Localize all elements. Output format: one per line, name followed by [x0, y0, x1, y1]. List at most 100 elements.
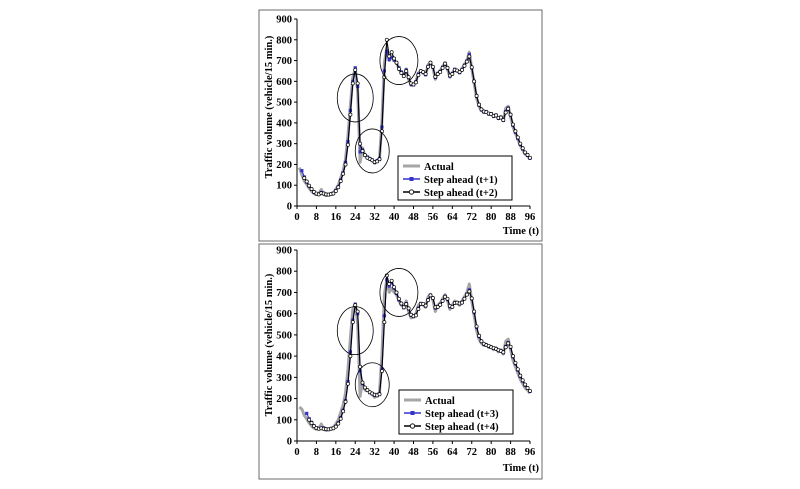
bottom-y-tick-label: 200 [276, 394, 292, 405]
top-series-1-point [387, 57, 391, 62]
top-x-tick-label: 16 [331, 212, 342, 223]
bottom-y-tick-label: 600 [276, 309, 292, 320]
top-x-tick-label: 48 [408, 212, 419, 223]
bottom-series-2-point [430, 296, 435, 300]
top-y-tick-label: 900 [276, 15, 292, 26]
bottom-series-2-point [438, 302, 443, 307]
top-y-tick-label: 800 [276, 35, 292, 46]
top-series-2-point [426, 64, 431, 69]
bottom-series-2-point [336, 421, 341, 426]
bottom-series-2-point [416, 307, 421, 311]
top-series-2-point [528, 155, 532, 160]
bottom-annotation-circle [354, 362, 390, 408]
top-series-1-point [385, 49, 389, 53]
top-plot-area: 0 100 200 300 400 500 600 700 800 900 0 8 16 24 32 40 48… [276, 15, 535, 224]
top-series-2-point [440, 65, 445, 70]
bottom-chart-panel: Traffic volume (vehicle/15 min.) Time (t… [258, 243, 543, 480]
top-x-tick-label: 0 [294, 212, 299, 223]
top-series-2-point [350, 81, 355, 86]
bottom-series-2-point [423, 303, 428, 308]
bottom-series-2-point [392, 285, 397, 290]
bottom-x-tick-label: 16 [331, 447, 342, 458]
top-x-axis-label: Time (t) [503, 226, 540, 237]
top-annotation-circle [336, 73, 374, 123]
top-series-2-point [396, 66, 401, 71]
top-series-2-point [416, 73, 421, 78]
top-series-2-point [498, 115, 503, 120]
top-annotation-circle [379, 36, 419, 85]
top-series-2-point [501, 118, 506, 122]
top-series-2-point [394, 60, 399, 65]
bottom-series-2-point [474, 324, 479, 329]
bottom-series-2-point [518, 373, 523, 378]
top-series-2-point [341, 171, 346, 176]
top-series-2-point [421, 70, 426, 74]
bottom-series-2-point [413, 313, 418, 318]
bottom-series-2-point [343, 399, 348, 404]
top-series-2-point [518, 141, 523, 146]
top-x-tick-label: 80 [486, 212, 497, 223]
bottom-y-tick-label: 0 [287, 437, 292, 448]
top-series-2-point [503, 110, 508, 115]
bottom-series-2-point [528, 388, 532, 393]
bottom-series-1-point [390, 281, 394, 285]
top-series-2-point [346, 142, 350, 147]
bottom-series-1-point [387, 284, 391, 288]
bottom-x-tick-label: 32 [369, 447, 380, 458]
bottom-series-2-point [469, 296, 474, 301]
bottom-series-2-point [396, 296, 401, 301]
top-series-2-point [508, 112, 513, 117]
bottom-y-tick-label: 800 [276, 267, 292, 278]
bottom-x-tick-label: 72 [467, 447, 478, 458]
bottom-series-2-point [309, 421, 314, 425]
top-series-2-point [467, 54, 472, 59]
top-annotation-circle [354, 128, 390, 174]
bottom-series-2-point [404, 302, 409, 307]
bottom-series-2-point [307, 417, 312, 422]
bottom-series-2-point [358, 364, 363, 369]
bottom-series-2-point [515, 367, 520, 372]
top-series-2-point [464, 59, 469, 64]
top-series-2-point [404, 68, 409, 73]
top-series-2-point [401, 74, 406, 79]
bottom-series-2-point [394, 290, 399, 295]
top-series-2-point [333, 189, 338, 193]
top-y-tick-label: 100 [276, 181, 292, 192]
top-series-2-point [413, 80, 418, 85]
top-series-2-point [462, 63, 467, 68]
top-series-2-point [435, 72, 440, 77]
top-y-tick-label: 600 [276, 77, 292, 88]
top-series-2-point [375, 159, 380, 164]
top-legend-t2-label: Step ahead (t+2) [424, 188, 498, 199]
top-series-2-point [355, 81, 360, 86]
bottom-x-tick-label: 88 [505, 447, 516, 458]
bottom-legend-actual-label: Actual [425, 396, 455, 407]
bottom-y-tick-label: 700 [276, 288, 292, 299]
top-chart-panel: Traffic volume (vehicle/15 min.) Time (t… [258, 9, 543, 242]
top-series-2-point [307, 183, 312, 188]
bottom-series-2-point [401, 305, 406, 310]
top-series-2-point [472, 79, 477, 84]
top-series-2-point [348, 112, 353, 117]
bottom-series-2-point [382, 320, 387, 325]
bottom-chart-frame [258, 243, 543, 480]
top-series-2-point [338, 179, 343, 184]
bottom-series-2-point [479, 339, 484, 344]
top-series-2-point [331, 191, 336, 196]
top-series-1-point [353, 66, 357, 70]
top-series-2-point [302, 175, 307, 180]
top-y-axis-label: Traffic volume (vehicle/15 min.) [264, 35, 275, 178]
top-series-1-point [467, 52, 471, 56]
top-y-tick-label: 0 [287, 202, 292, 213]
bottom-series-2-point [341, 409, 346, 414]
bottom-series-2-point [501, 350, 506, 355]
bottom-x-tick-label: 8 [314, 447, 319, 458]
bottom-y-tick-label: 300 [276, 373, 292, 384]
top-series-2-point [392, 56, 397, 61]
bottom-y-axis-label: Traffic volume (vehicle/15 min.) [264, 273, 275, 416]
bottom-x-tick-label: 0 [294, 447, 299, 458]
bottom-series-2-point [460, 300, 464, 305]
top-legend: Actual Step ahead (t+1) Step ahead (t+2) [397, 155, 513, 201]
bottom-series-2-point [503, 345, 508, 350]
